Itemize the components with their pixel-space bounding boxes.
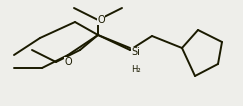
Text: H₂: H₂ — [131, 64, 141, 73]
Text: Si: Si — [131, 47, 140, 57]
Text: O: O — [64, 57, 72, 67]
Text: O: O — [97, 15, 105, 25]
